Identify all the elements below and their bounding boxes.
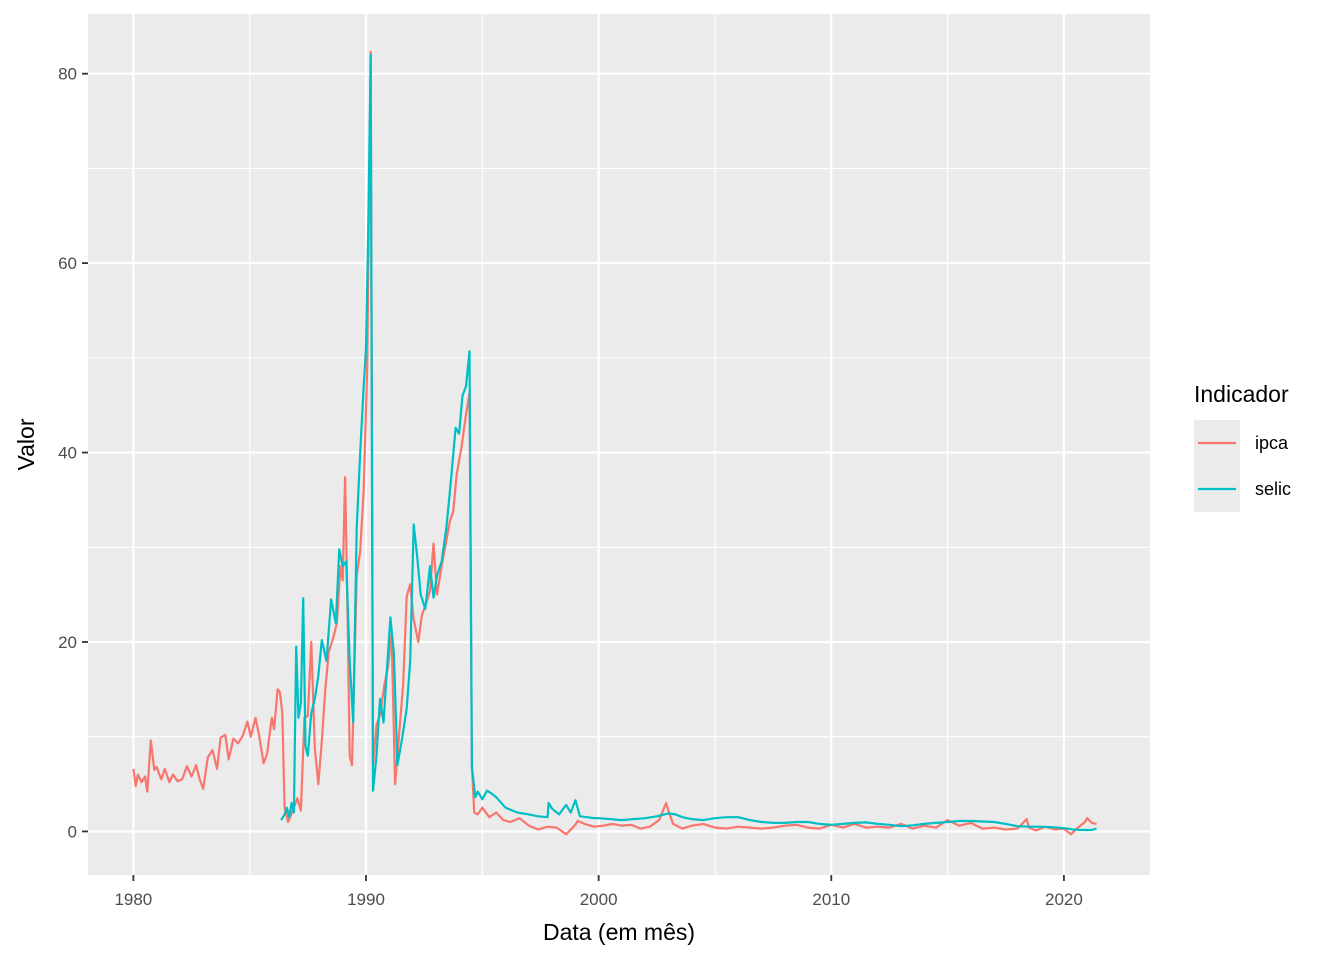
x-tick-label: 2010	[812, 890, 850, 909]
x-tick-label: 2020	[1045, 890, 1083, 909]
legend-items: ipca selic	[1194, 420, 1291, 512]
y-tick-label: 40	[58, 444, 77, 463]
y-tick-label: 20	[58, 633, 77, 652]
y-axis: 0 20 40 60 80	[58, 65, 88, 841]
series-line-selic	[280, 53, 1097, 832]
y-axis-title: Valor	[13, 418, 39, 470]
legend-title: Indicador	[1194, 381, 1289, 407]
x-axis-title: Data (em mês)	[543, 919, 695, 945]
x-axis: 1980 1990 2000 2010 2020	[114, 875, 1083, 909]
y-tick-label: 60	[58, 254, 77, 273]
y-tick-label: 80	[58, 65, 77, 84]
legend-label-ipca: ipca	[1255, 433, 1289, 453]
legend: Indicador ipca selic	[1194, 381, 1291, 512]
series-lines	[132, 50, 1097, 836]
grid-minor	[88, 14, 1150, 875]
y-tick-label: 0	[68, 822, 77, 841]
x-tick-label: 1990	[347, 890, 385, 909]
plot-panel	[88, 14, 1150, 875]
x-tick-label: 1980	[114, 890, 152, 909]
x-tick-label: 2000	[580, 890, 618, 909]
legend-label-selic: selic	[1255, 479, 1291, 499]
